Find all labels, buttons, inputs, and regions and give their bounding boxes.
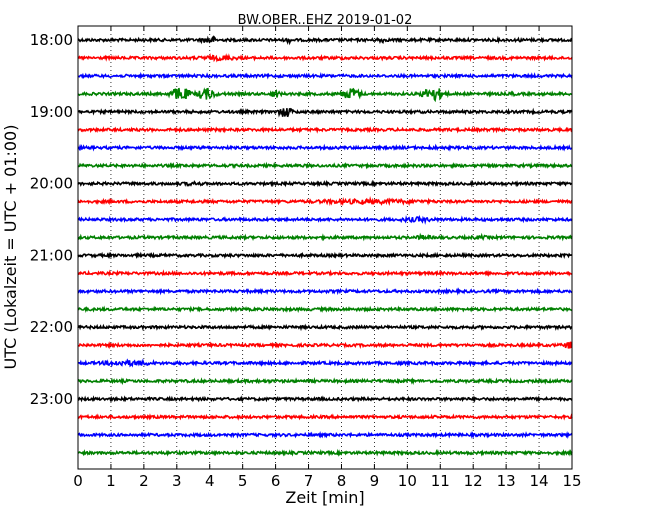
seismogram-trace: [77, 214, 573, 225]
seismogram-trace: [77, 71, 573, 80]
x-tick-label: 0: [73, 472, 83, 490]
x-tick-label: 14: [530, 472, 549, 490]
seismogram-trace: [77, 126, 573, 134]
trace-group: [77, 35, 573, 457]
seismogram-trace: [77, 287, 573, 296]
y-tick-label: 18:00: [30, 31, 73, 49]
x-tick-label: 15: [562, 472, 581, 490]
axis-ticks: 0 1 2 3 4 5 6 7 8 9 10 11 12 13 14 1518:0019:0020:0021:…: [30, 26, 582, 490]
y-axis-label: UTC (Lokalzeit = UTC + 01:00): [1, 125, 20, 370]
y-tick-label: 19:00: [30, 103, 73, 121]
x-tick-label: 6: [271, 472, 281, 490]
x-tick-label: 13: [497, 472, 516, 490]
x-tick-label: 8: [337, 472, 347, 490]
seismogram-trace: [77, 87, 573, 103]
seismogram-trace: [77, 269, 573, 278]
x-tick-label: 2: [139, 472, 149, 490]
seismogram-trace: [77, 358, 573, 368]
chart-title: BW.OBER..EHZ 2019-01-02: [238, 13, 413, 28]
x-tick-label: 10: [398, 472, 417, 490]
x-axis-label: Zeit [min]: [285, 488, 364, 507]
seismogram-trace: [77, 341, 573, 350]
seismogram-trace: [77, 376, 573, 386]
seismogram-trace: [77, 395, 573, 403]
y-tick-label: 20:00: [30, 175, 73, 193]
y-tick-label: 23:00: [30, 390, 73, 408]
seismogram-trace: [77, 232, 573, 242]
x-tick-label: 11: [431, 472, 450, 490]
seismogram-trace: [77, 448, 573, 457]
seismogram-trace: [77, 179, 573, 188]
seismogram-trace: [77, 430, 573, 439]
seismogram-trace: [77, 143, 573, 152]
seismogram-trace: [77, 323, 573, 332]
x-tick-label: 9: [370, 472, 380, 490]
seismogram-trace: [77, 107, 573, 118]
seismogram-trace: [77, 196, 573, 207]
seismogram-trace: [77, 251, 573, 260]
seismogram-trace: [77, 161, 573, 170]
seismogram-trace: [77, 305, 573, 314]
seismogram-trace: [77, 35, 573, 46]
y-tick-label: 22:00: [30, 318, 73, 336]
y-tick-label: 21:00: [30, 246, 73, 264]
x-tick-label: 5: [238, 472, 248, 490]
x-tick-label: 12: [464, 472, 483, 490]
x-tick-label: 1: [106, 472, 116, 490]
x-tick-label: 4: [205, 472, 215, 490]
x-tick-label: 3: [172, 472, 182, 490]
seismogram-trace: [77, 413, 573, 421]
seismogram-trace: [78, 52, 573, 63]
x-tick-label: 7: [304, 472, 314, 490]
plot-frame: [77, 25, 573, 470]
